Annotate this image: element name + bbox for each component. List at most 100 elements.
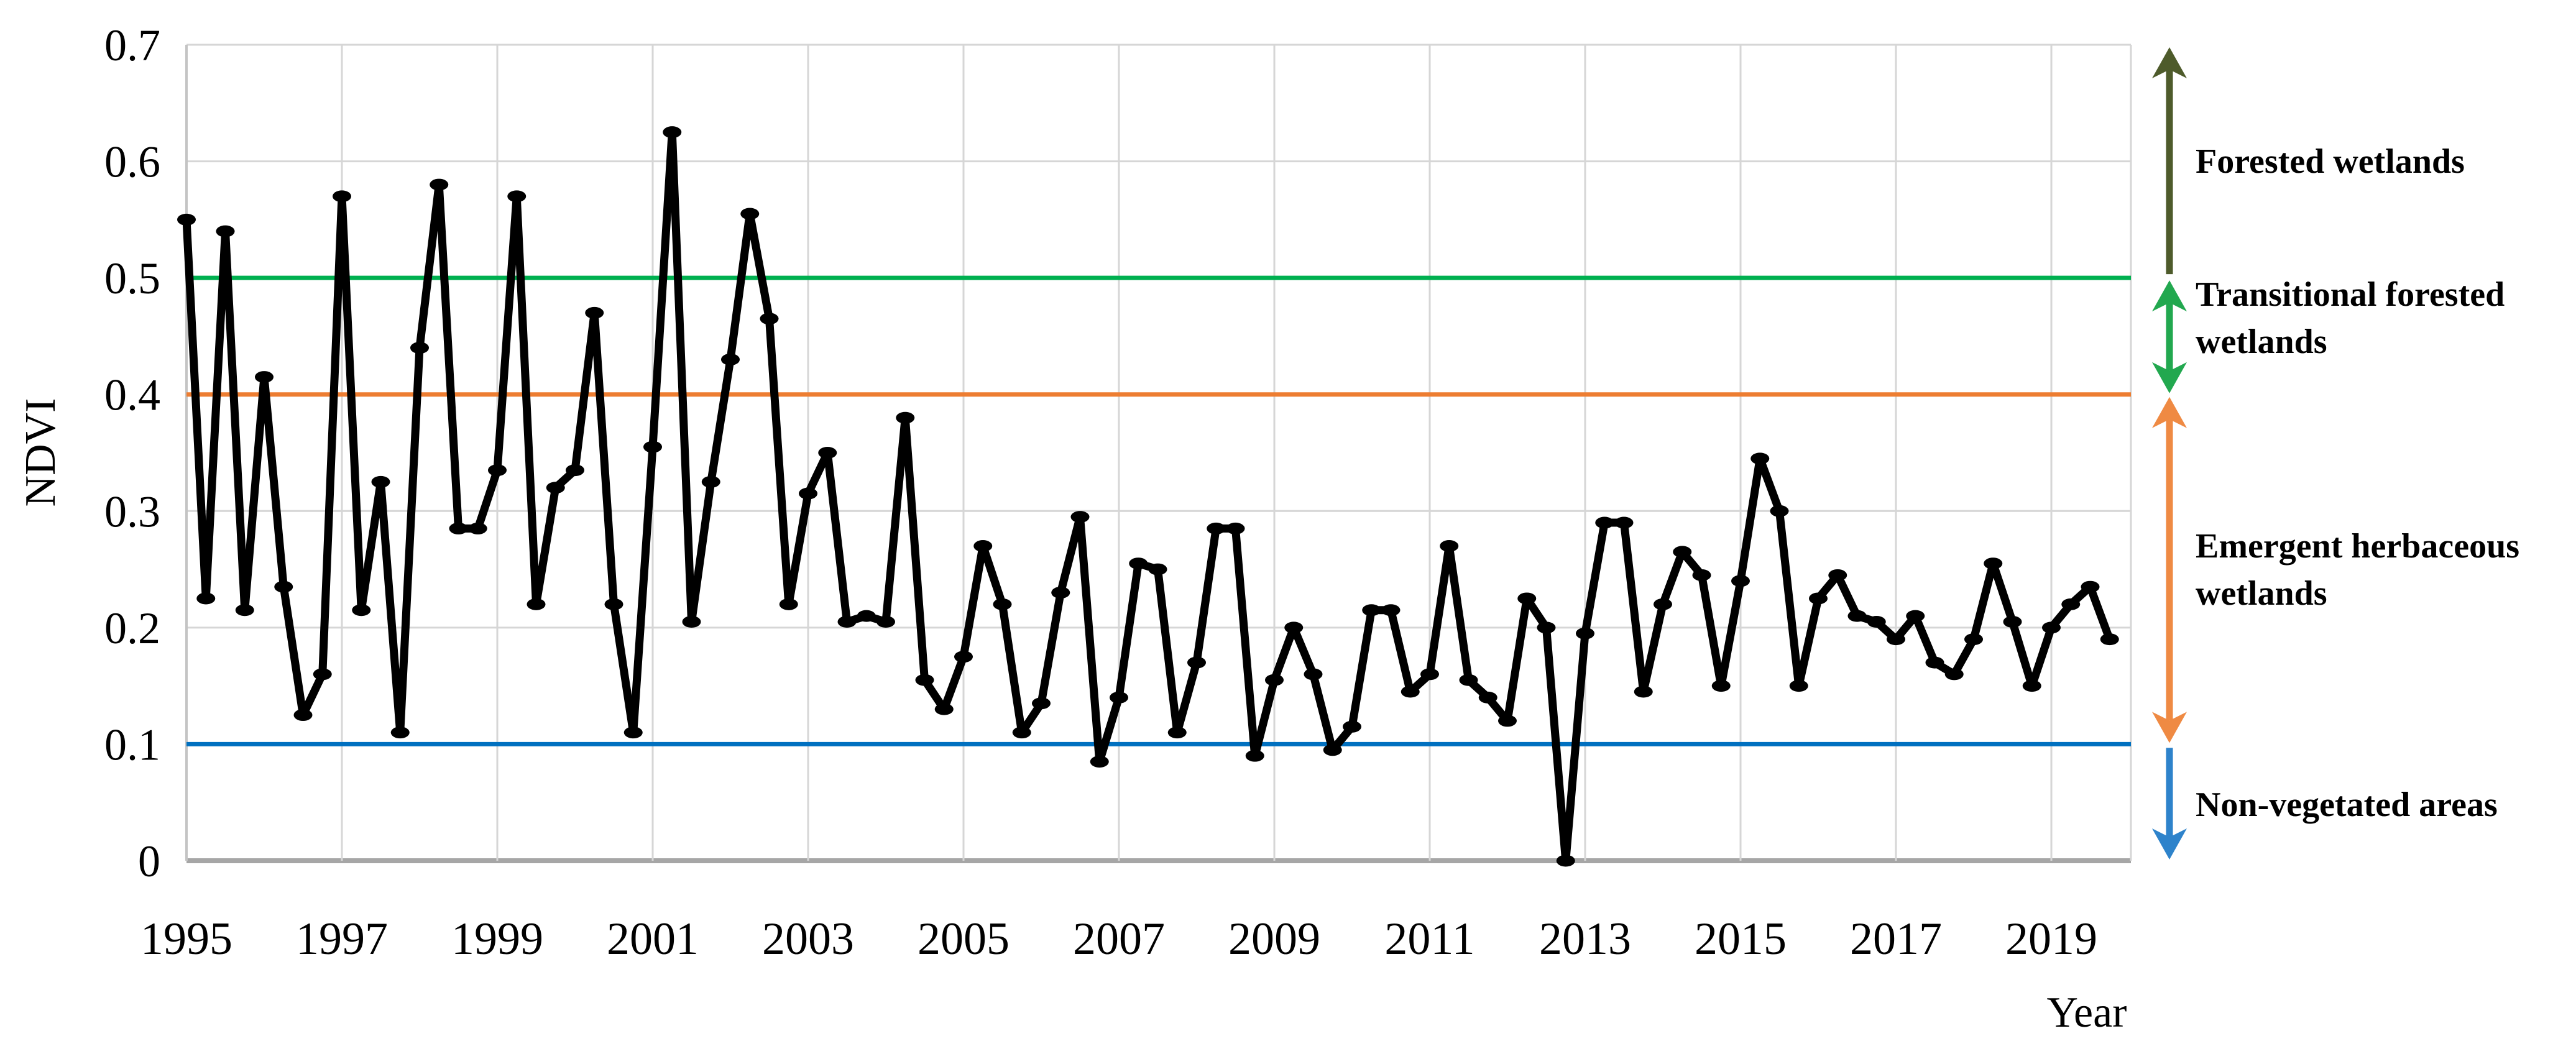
data-point-marker [1284,621,1304,634]
data-point-marker [1614,516,1634,529]
data-point-marker [1070,511,1090,523]
y-tick-label: 0.4 [104,370,160,420]
data-point-marker [837,615,857,628]
data-point-marker [2081,580,2100,593]
tick-label-layer: 0 0.1 0.2 0.3 0.4 0.5 0.6 0.7 1995 1997 1999 2001 20… [104,21,2097,965]
data-point-marker [1673,546,1692,558]
x-axis-title: Year [2047,989,2127,1037]
data-point-marker [740,208,760,220]
data-point-marker [1265,674,1284,686]
data-point-marker [371,475,390,488]
data-point-marker [954,651,973,663]
zone-arrowhead [2152,362,2187,393]
data-point-marker [507,190,527,203]
data-point-marker [1187,656,1206,669]
data-point-marker [1478,691,1497,704]
data-point-marker [585,306,604,319]
data-point-marker [682,615,701,628]
zone-arrowhead [2152,712,2187,743]
data-point-marker [1809,592,1828,605]
y-tick-label: 0.6 [104,137,160,187]
data-point-marker [333,190,351,203]
y-tick-label: 0.3 [104,487,160,536]
zone-arrowhead [2152,280,2187,312]
data-point-marker [449,522,468,534]
y-tick-label: 0.2 [104,603,160,653]
x-tick-label: 1995 [140,914,232,965]
data-point-marker [1245,750,1264,762]
data-point-marker [352,604,371,617]
data-point-marker [1517,592,1537,605]
data-point-marker [1459,674,1478,686]
x-tick-label: 2007 [1073,914,1165,965]
data-point-marker [1129,557,1148,570]
data-point-marker [468,522,487,534]
data-point-marker [1654,598,1672,610]
x-tick-label: 2017 [1850,914,1942,965]
x-tick-label: 2009 [1228,914,1320,965]
series-layer [177,126,2119,867]
zone-arrowhead [2152,47,2187,78]
data-point-marker [1906,610,1925,622]
data-point-marker [1984,557,2003,570]
data-point-marker [1167,727,1187,739]
data-point-marker [216,225,235,237]
data-point-marker [1226,522,1245,534]
data-point-marker [430,178,449,191]
data-point-marker [1090,756,1109,768]
data-point-marker [1828,569,1847,581]
data-point-marker [293,709,313,722]
data-point-marker [313,668,332,681]
zone-arrow-layer [2152,47,2187,860]
x-tick-label: 2019 [2005,914,2097,965]
data-point-marker [1343,720,1361,733]
data-point-marker [760,313,779,325]
data-point-marker [488,464,507,477]
data-point-marker [177,213,196,226]
data-point-marker [410,342,429,354]
data-point-marker [1498,715,1517,727]
x-tick-label: 2005 [918,914,1010,965]
data-point-marker [1381,604,1401,617]
data-point-marker [1750,452,1770,465]
zone-label-forested-wetlands: Forested wetlands [2196,142,2465,181]
zone-label-emergent-line1: Emergent herbaceous [2196,527,2519,566]
data-point-marker [1634,685,1653,698]
zone-arrowhead [2152,397,2187,428]
data-point-marker [915,674,934,686]
data-point-marker [1964,633,1983,646]
data-point-marker [2061,598,2081,610]
y-axis-title: NDVI [17,398,65,507]
data-point-marker [1401,685,1420,698]
data-point-marker [857,610,876,622]
data-point-marker [721,353,740,365]
data-point-marker [1576,627,1594,640]
zone-label-transitional-line2: wetlands [2196,323,2327,361]
x-tick-label: 2003 [762,914,854,965]
data-point-marker [1887,633,1905,646]
data-point-marker [993,598,1012,610]
data-point-marker [566,464,584,477]
data-point-marker [1711,680,1731,692]
data-point-marker [1110,691,1128,704]
data-point-marker [2042,621,2061,634]
data-point-marker [2100,633,2119,646]
data-point-marker [1440,540,1459,552]
data-point-marker [1148,563,1167,575]
data-point-marker [818,447,837,459]
data-point-marker [779,598,798,610]
data-point-marker [1323,744,1342,756]
data-point-marker [1692,569,1711,581]
data-point-marker [799,487,817,500]
x-tick-label: 1997 [296,914,388,965]
ndvi-line [182,128,2114,865]
data-point-marker [1867,615,1886,628]
x-tick-label: 2011 [1384,914,1474,965]
data-point-marker [235,604,254,617]
data-point-marker [1537,621,1556,634]
data-point-marker [1207,522,1226,534]
data-point-marker [701,475,720,488]
x-tick-label: 1999 [451,914,543,965]
